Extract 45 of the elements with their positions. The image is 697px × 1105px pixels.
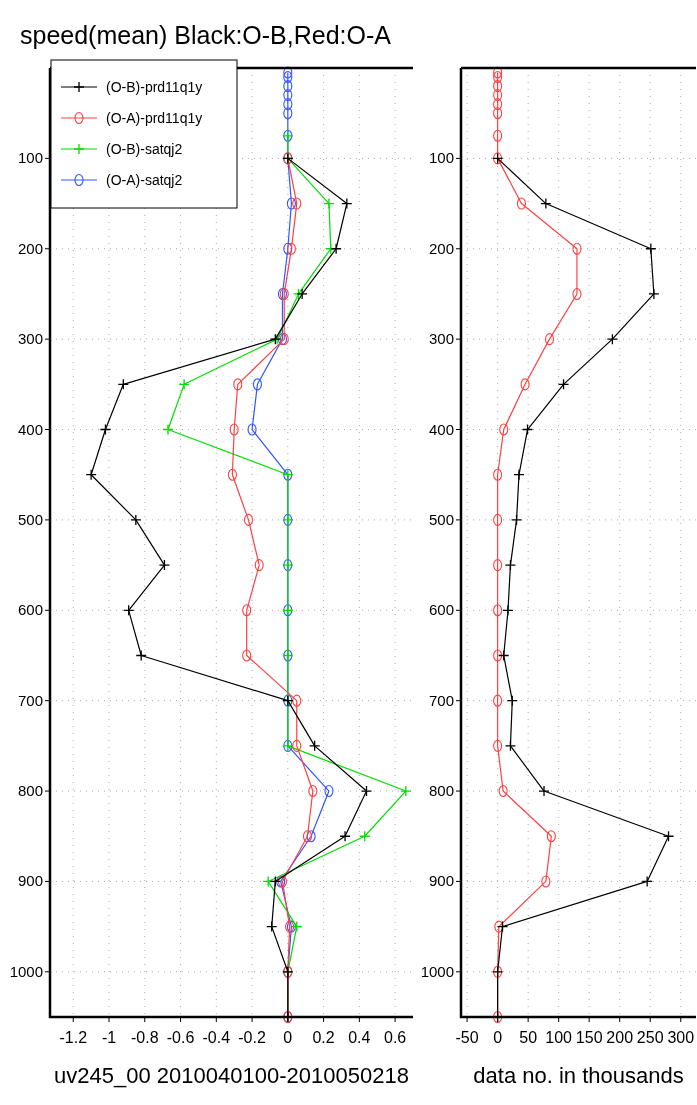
legend-label: (O-B)-prd11q1y xyxy=(106,79,203,95)
y-tick-label: 1000 xyxy=(420,962,454,980)
y-tick-label: 100 xyxy=(17,149,43,167)
x-tick-label: 0.6 xyxy=(383,1029,407,1046)
x-tick-label: 0 xyxy=(493,1029,503,1046)
x-tick-label: -1 xyxy=(101,1029,117,1046)
x-tick-label: 0 xyxy=(283,1029,293,1046)
x-tick-label: 0.2 xyxy=(312,1029,335,1046)
x-tick-label: -0.8 xyxy=(130,1029,159,1046)
y-tick-label: 200 xyxy=(17,239,43,257)
legend-label: (O-A)-satqj2 xyxy=(106,172,183,188)
y-tick-label: 500 xyxy=(428,510,454,528)
y-tick-label: 900 xyxy=(428,872,454,890)
chart-title: speed(mean) Black:O-B,Red:O-A xyxy=(20,21,392,49)
x-tick-label: -0.4 xyxy=(202,1029,231,1046)
y-tick-label: 200 xyxy=(428,239,454,257)
x-tick-label: 250 xyxy=(636,1029,664,1046)
y-tick-label: 300 xyxy=(428,330,454,348)
y-tick-label: 600 xyxy=(428,601,454,619)
x-axis-title: uv245_00 2010040100-2010050218 xyxy=(54,1063,409,1088)
x-tick-label: 300 xyxy=(667,1029,695,1046)
x-axis-title: data no. in thousands xyxy=(473,1063,684,1088)
y-tick-label: 600 xyxy=(17,601,43,619)
x-tick-label: 200 xyxy=(606,1029,634,1046)
y-tick-label: 700 xyxy=(428,691,454,709)
x-tick-label: -0.6 xyxy=(166,1029,195,1046)
y-tick-label: 1000 xyxy=(9,962,43,980)
x-tick-label: -50 xyxy=(455,1029,479,1046)
y-tick-label: 800 xyxy=(428,782,454,800)
y-tick-label: 700 xyxy=(17,691,43,709)
y-tick-label: 800 xyxy=(17,782,43,800)
y-tick-label: 400 xyxy=(428,420,454,438)
x-tick-label: 100 xyxy=(545,1029,573,1046)
x-tick-label: 150 xyxy=(575,1029,603,1046)
y-tick-label: 100 xyxy=(428,149,454,167)
x-tick-label: 50 xyxy=(519,1029,538,1046)
y-tick-label: 900 xyxy=(17,872,43,890)
x-tick-label: -0.2 xyxy=(238,1029,266,1046)
y-tick-label: 400 xyxy=(17,420,43,438)
legend-label: (O-B)-satqj2 xyxy=(106,141,183,157)
y-tick-label: 300 xyxy=(17,330,43,348)
y-tick-label: 500 xyxy=(17,510,43,528)
legend-label: (O-A)-prd11q1y xyxy=(106,110,203,126)
x-tick-label: 0.4 xyxy=(348,1029,371,1046)
x-tick-label: -1.2 xyxy=(59,1029,88,1046)
